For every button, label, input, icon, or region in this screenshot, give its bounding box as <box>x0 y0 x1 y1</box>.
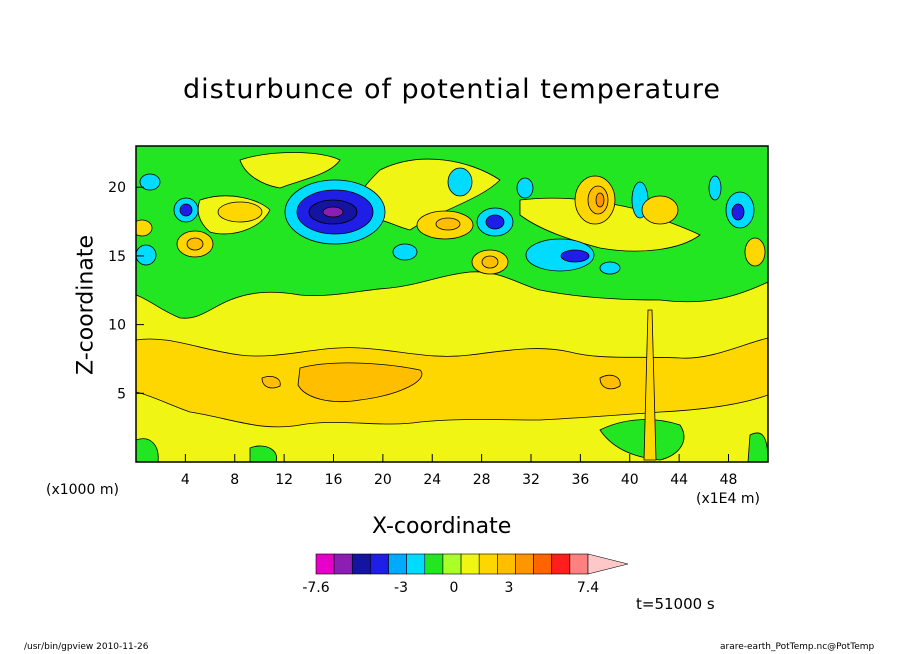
x-tick-label: 12 <box>275 472 293 488</box>
y-tick-label: 20 <box>108 180 126 196</box>
cold-cell-4-core <box>560 249 590 263</box>
x-tick-label: 36 <box>571 472 589 488</box>
colorbar-swatch <box>424 553 444 575</box>
warm-cell-8 <box>136 219 153 237</box>
x-axis-ticks: 4 8 12 16 20 24 28 32 36 40 44 48 <box>181 454 738 488</box>
cold-cell-7 <box>136 244 157 266</box>
x-axis-label: X-coordinate <box>372 514 512 539</box>
x-tick-label: 48 <box>720 472 738 488</box>
footer-left: /usr/bin/gpview 2010-11-26 <box>24 642 149 652</box>
warm-cell-6 <box>641 195 679 225</box>
x-tick-label: 40 <box>621 472 639 488</box>
plot-frame <box>135 145 769 463</box>
warm-cell-7 <box>744 237 766 267</box>
green-bottom-left <box>136 438 159 462</box>
contour-field <box>136 146 768 462</box>
cold-cell-8 <box>139 173 161 191</box>
x-tick-label: 8 <box>230 472 239 488</box>
green-bottom-mid <box>249 445 278 462</box>
colorbar-swatch <box>497 553 516 575</box>
colorbar-label: 0 <box>450 580 459 596</box>
cold-cell-2 <box>447 167 473 197</box>
colorbar-swatch <box>478 553 498 575</box>
warm-cell-4 <box>217 201 263 223</box>
green-bottom-r2 <box>747 432 768 462</box>
colorbar-label: 7.4 <box>577 580 599 596</box>
orange-core-small <box>261 376 281 389</box>
y-axis-ticks: 5 10 15 20 <box>108 180 144 402</box>
cold-cell-11 <box>708 175 722 201</box>
orange-core <box>297 362 423 403</box>
footer-right: arare-earth_PotTemp.nc@PotTemp <box>720 642 875 652</box>
green-bottom-right <box>599 419 685 461</box>
colorbar-swatch <box>551 553 571 575</box>
colorbar-swatch <box>515 553 534 575</box>
colorbar-label: -7.6 <box>302 580 329 596</box>
cold-cell-4 <box>525 238 595 272</box>
colorbar-swatch <box>351 553 371 575</box>
orange-core-right <box>599 374 621 390</box>
y-tick-label: 5 <box>117 386 126 402</box>
y-axis-label: Z-coordinate <box>73 235 99 375</box>
chart-title: disturbunce of potential temperature <box>183 74 721 105</box>
time-label: t=51000 s <box>636 595 715 613</box>
colorbar-swatch <box>315 553 335 575</box>
x-tick-label: 4 <box>181 472 190 488</box>
x-unit-label-right: (x1E4 m) <box>696 491 760 507</box>
colorbar-swatch <box>370 553 389 575</box>
colorbar-swatch <box>442 553 462 575</box>
colorbar-label: 3 <box>505 580 514 596</box>
x-tick-label: 16 <box>325 472 343 488</box>
colorbar-swatch <box>406 553 426 575</box>
y-tick-label: 10 <box>108 318 126 334</box>
orange-band <box>136 337 768 428</box>
x-tick-label: 24 <box>423 472 441 488</box>
colorbar-swatch <box>533 553 553 575</box>
cold-cell-6-core <box>179 203 193 217</box>
colorbar-label: -3 <box>394 580 408 596</box>
yellow-pocket-1 <box>239 152 341 189</box>
colorbar: -7.6 -3 0 3 7.4 <box>302 553 629 596</box>
cold-cell-3-core <box>485 214 505 230</box>
cold-cell-12 <box>516 177 534 199</box>
colorbar-swatch <box>388 553 407 575</box>
x-unit-label-left: (x1000 m) <box>46 482 119 498</box>
warm-cell-3-core <box>481 255 499 269</box>
colorbar-swatch <box>569 553 589 575</box>
warm-cell-1-core <box>186 237 204 251</box>
vertical-plume <box>643 309 657 461</box>
x-tick-label: 32 <box>522 472 540 488</box>
warm-cell-2-core <box>435 217 461 231</box>
colorbar-swatch <box>333 553 353 575</box>
y-tick-label: 15 <box>108 249 126 265</box>
colorbar-swatch <box>460 553 480 575</box>
x-tick-label: 44 <box>670 472 688 488</box>
cold-cell-core <box>322 206 344 218</box>
cold-cell-9-core <box>731 203 745 221</box>
warm-cell-5-inner <box>595 192 605 208</box>
x-tick-label: 28 <box>473 472 491 488</box>
x-tick-label: 20 <box>374 472 392 488</box>
colorbar-extension-arrow <box>587 553 629 575</box>
cold-cell-5 <box>392 243 418 261</box>
cold-cell-13 <box>599 261 621 275</box>
